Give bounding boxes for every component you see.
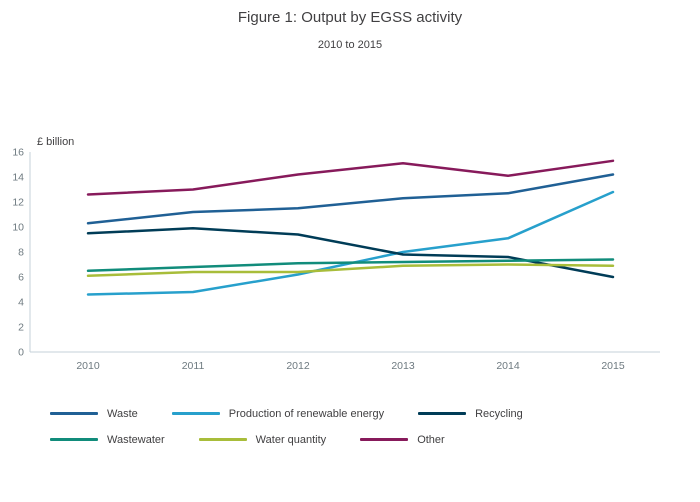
series-line-wastewater	[86, 258, 615, 273]
series-line-other	[86, 159, 615, 196]
legend-label-recycling: Recycling	[475, 407, 523, 420]
chart-subtitle: 2010 to 2015	[317, 39, 383, 51]
y-tick-label: 8	[18, 247, 24, 259]
legend-label-production-of-renewable-energy: Production of renewable energy	[228, 407, 385, 420]
x-tick-label: 2014	[496, 360, 520, 372]
legend-label-water-quantity: Water quantity	[255, 433, 327, 446]
x-tick-label: 2012	[286, 360, 310, 372]
y-tick-label: 0	[18, 347, 24, 359]
legend-swatch-wastewater	[50, 438, 98, 441]
legend-label-wastewater: Wastewater	[107, 433, 165, 446]
x-tick-label: 2011	[182, 360, 205, 372]
y-tick-label: 10	[12, 222, 24, 234]
y-axis-title: £ billion	[37, 136, 75, 148]
legend-item-water-quantity[interactable]: Water quantity	[198, 432, 327, 447]
legend-swatch-waste	[50, 412, 98, 415]
x-tick-label: 2013	[391, 360, 415, 372]
chart-title: Figure 1: Output by EGSS activity	[237, 9, 463, 26]
y-tick-label: 6	[18, 272, 24, 284]
chart-legend: Waste Production of renewable energy Recyc…	[50, 406, 670, 447]
legend-swatch-water-quantity	[198, 438, 247, 441]
legend-label-waste: Waste	[107, 407, 138, 420]
y-tick-label: 12	[12, 197, 24, 209]
series-line-water-quantity	[86, 263, 615, 278]
legend-label-other: Other	[417, 433, 445, 446]
legend-item-waste[interactable]: Waste	[50, 406, 138, 421]
series-line-waste	[86, 173, 615, 225]
legend-item-production-of-renewable-energy[interactable]: Production of renewable energy	[171, 406, 385, 421]
x-tick-label: 2015	[601, 360, 625, 372]
legend-swatch-recycling	[418, 412, 467, 415]
legend-item-other[interactable]: Other	[360, 432, 445, 447]
y-tick-label: 14	[12, 172, 24, 184]
x-tick-label: 2010	[76, 360, 100, 372]
legend-item-recycling[interactable]: Recycling	[418, 406, 523, 421]
y-tick-label: 2	[18, 322, 24, 334]
y-tick-label: 4	[18, 297, 24, 309]
legend-item-wastewater[interactable]: Wastewater	[50, 432, 165, 447]
line-chart-canvas: 0 2 4 6 8 10 12 14 16 2010 2011 2012 2013 2014 2015	[12, 147, 660, 372]
legend-swatch-production-of-renewable-energy	[171, 412, 220, 415]
legend-swatch-other	[360, 438, 409, 441]
y-tick-label: 16	[12, 147, 24, 159]
